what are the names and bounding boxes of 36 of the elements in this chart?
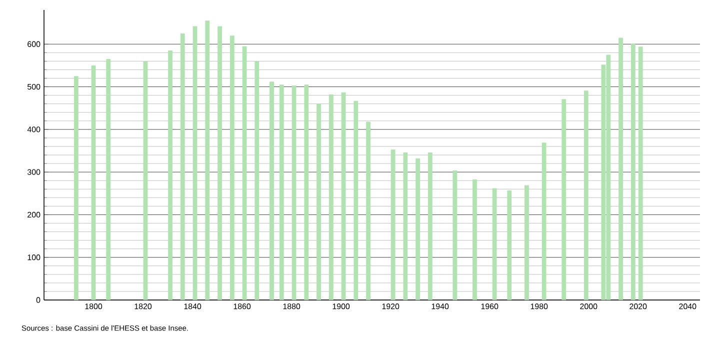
bar [218, 26, 222, 300]
bar [106, 59, 111, 300]
bar [390, 149, 396, 300]
bar [492, 188, 497, 300]
bar [304, 84, 309, 300]
bar [630, 44, 636, 300]
bar [230, 36, 234, 300]
bar [143, 61, 148, 300]
bar [416, 158, 420, 300]
bar [472, 179, 477, 300]
bar [254, 61, 260, 300]
bar [403, 152, 408, 300]
bar [74, 76, 78, 300]
bar [292, 85, 296, 300]
bar [316, 104, 321, 300]
bar [180, 33, 185, 300]
bar [192, 26, 198, 300]
bar [242, 46, 247, 300]
bar [618, 38, 623, 300]
bar [341, 92, 346, 300]
bar [638, 46, 643, 300]
bar [428, 152, 432, 300]
bar [168, 50, 172, 300]
bar [562, 99, 566, 300]
bar [542, 142, 546, 300]
bar [279, 84, 284, 300]
bar [524, 185, 529, 300]
bar [328, 94, 334, 300]
bar [452, 170, 458, 300]
bar [91, 65, 96, 300]
bar [366, 122, 370, 300]
bar [584, 90, 588, 300]
bar [507, 190, 512, 300]
bar [354, 100, 358, 300]
bar [270, 82, 274, 300]
bar [205, 20, 210, 300]
